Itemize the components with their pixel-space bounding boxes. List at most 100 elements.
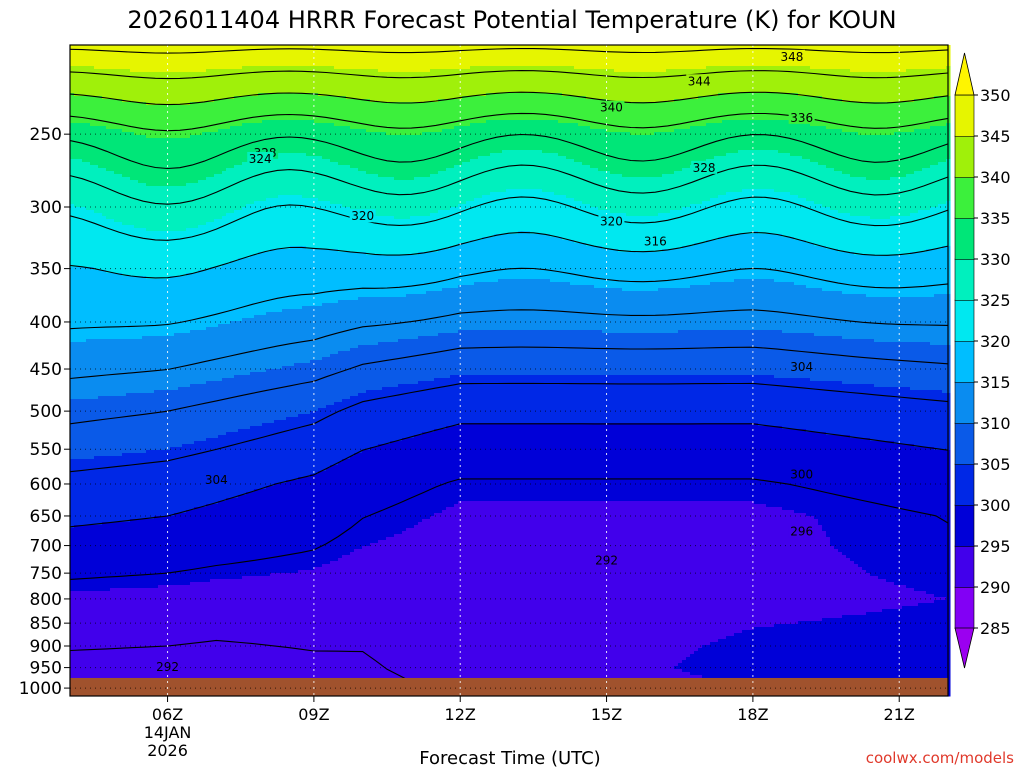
field-cell (110, 363, 115, 367)
field-cell (90, 297, 95, 301)
field-cell (158, 306, 163, 310)
field-cell (134, 174, 139, 178)
field-cell (102, 267, 107, 271)
field-cell (134, 660, 139, 664)
field-cell (86, 633, 91, 637)
field-cell (94, 291, 99, 295)
field-cell (82, 663, 87, 667)
field-cell (78, 330, 83, 334)
field-cell (134, 663, 139, 667)
field-cell (146, 675, 151, 679)
field-cell (158, 549, 163, 553)
field-cell (142, 312, 147, 316)
field-cell (122, 474, 127, 478)
field-cell (122, 216, 127, 220)
field-cell (102, 483, 107, 487)
field-cell (86, 552, 91, 556)
field-cell (130, 471, 135, 475)
field-cell (82, 621, 87, 625)
field-cell (82, 321, 87, 325)
field-cell (70, 249, 75, 253)
field-cell (158, 453, 163, 457)
field-cell (138, 651, 143, 655)
field-cell (110, 276, 115, 280)
field-cell (114, 312, 119, 316)
field-cell (150, 375, 155, 379)
field-cell (110, 81, 115, 85)
field-cell (126, 453, 131, 457)
field-cell (134, 570, 139, 574)
field-cell (82, 390, 87, 394)
field-cell (146, 165, 151, 169)
field-cell (86, 480, 91, 484)
field-cell (78, 642, 83, 646)
field-cell (102, 459, 107, 463)
field-cell (86, 543, 91, 547)
field-cell (158, 633, 163, 637)
field-cell (122, 126, 127, 130)
field-cell (150, 291, 155, 295)
field-cell (154, 408, 159, 412)
field-cell (106, 174, 111, 178)
field-cell (122, 609, 127, 613)
field-cell (74, 144, 79, 148)
field-cell (70, 108, 75, 112)
field-cell (78, 243, 83, 247)
field-cell (102, 48, 107, 52)
field-cell (118, 507, 123, 511)
field-cell (74, 498, 79, 502)
field-cell (102, 51, 107, 55)
field-cell (82, 186, 87, 190)
field-cell (86, 285, 91, 289)
field-cell (118, 510, 123, 514)
field-cell (86, 576, 91, 580)
field-cell (82, 630, 87, 634)
field-cell (146, 588, 151, 592)
field-cell (86, 666, 91, 670)
field-cell (106, 240, 111, 244)
field-cell (130, 429, 135, 433)
field-cell (90, 414, 95, 418)
field-cell (102, 504, 107, 508)
field-cell (130, 333, 135, 337)
field-cell (150, 474, 155, 478)
field-cell (94, 159, 99, 163)
field-cell (86, 351, 91, 355)
field-cell (118, 180, 123, 184)
field-cell (86, 522, 91, 526)
field-cell (126, 459, 131, 463)
field-cell (98, 84, 103, 88)
field-cell (114, 177, 119, 181)
field-cell (82, 348, 87, 352)
field-cell (106, 324, 111, 328)
field-cell (130, 198, 135, 202)
field-cell (126, 495, 131, 499)
field-cell (126, 429, 131, 433)
field-cell (154, 528, 159, 532)
field-cell (110, 513, 115, 517)
field-cell (106, 591, 111, 595)
field-cell (114, 114, 119, 118)
field-cell (102, 57, 107, 61)
field-cell (82, 123, 87, 127)
field-cell (74, 99, 79, 103)
field-cell (110, 291, 115, 295)
field-cell (138, 393, 143, 397)
field-cell (142, 303, 147, 307)
field-cell (82, 96, 87, 100)
field-cell (122, 621, 127, 625)
field-cell (126, 327, 131, 331)
field-cell (114, 555, 119, 559)
field-cell (122, 72, 127, 76)
field-cell (142, 309, 147, 313)
field-cell (142, 552, 147, 556)
field-cell (126, 285, 131, 289)
field-cell (122, 555, 127, 559)
field-cell (138, 543, 143, 547)
field-cell (94, 255, 99, 259)
field-cell (70, 138, 75, 142)
field-cell (158, 120, 163, 124)
field-cell (134, 135, 139, 139)
field-cell (106, 537, 111, 541)
field-cell (78, 645, 83, 649)
